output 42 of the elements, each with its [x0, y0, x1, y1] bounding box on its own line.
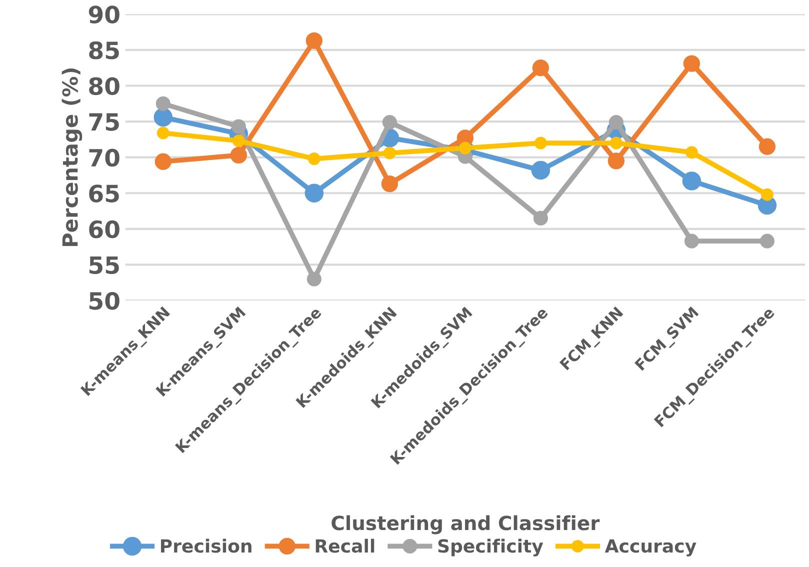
point	[156, 96, 170, 111]
point	[534, 136, 547, 150]
point	[684, 234, 699, 248]
point	[156, 126, 170, 140]
point	[306, 32, 322, 49]
point	[682, 172, 702, 190]
point	[154, 108, 173, 127]
point	[685, 146, 698, 159]
y-tick-label: 75	[89, 113, 119, 131]
point	[608, 114, 624, 130]
legend-label: Recall	[316, 538, 374, 553]
point	[683, 55, 700, 72]
point	[532, 60, 550, 76]
y-tick-label: 90	[88, 6, 120, 24]
point	[760, 188, 774, 201]
y-tick-label: 65	[89, 184, 119, 202]
y-tick-label: 55	[90, 256, 119, 274]
point	[608, 152, 625, 170]
point	[304, 184, 324, 203]
point	[382, 114, 397, 130]
point	[531, 160, 550, 180]
point	[610, 136, 622, 150]
point	[306, 272, 322, 286]
point	[381, 175, 398, 192]
point	[230, 146, 247, 164]
point	[760, 234, 774, 248]
y-tick-label: 70	[89, 148, 120, 167]
point	[232, 134, 245, 148]
y-tick-label: 60	[89, 220, 120, 238]
point	[758, 138, 776, 155]
y-tick-label: 80	[89, 77, 120, 96]
y-axis-title: Percentage (%)	[62, 68, 82, 246]
point	[383, 146, 396, 160]
legend-label: Accuracy	[604, 539, 696, 556]
legend-label: Specificity	[438, 538, 544, 556]
legend-label: Precision	[161, 538, 252, 553]
point	[308, 152, 320, 166]
point	[533, 210, 548, 226]
point	[154, 153, 172, 170]
x-axis-title: Clustering and Classifier	[332, 515, 600, 534]
y-tick-label: 85	[89, 41, 119, 60]
point	[231, 119, 246, 134]
